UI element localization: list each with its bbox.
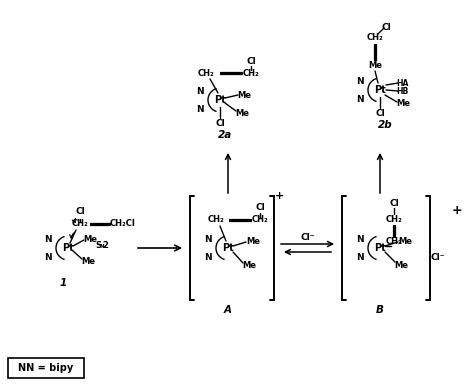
Text: Me: Me <box>368 62 382 71</box>
Text: 2b: 2b <box>378 120 392 130</box>
Text: CH₂: CH₂ <box>366 34 383 43</box>
Text: Me: Me <box>81 257 95 266</box>
Text: Cl⁻: Cl⁻ <box>301 234 315 243</box>
Text: Pt: Pt <box>374 85 386 95</box>
Text: N: N <box>100 245 104 250</box>
Text: Cl: Cl <box>381 23 391 32</box>
Text: Me: Me <box>235 108 249 117</box>
Text: Me: Me <box>396 99 410 108</box>
Text: HA: HA <box>396 78 408 87</box>
Text: N: N <box>196 105 204 113</box>
Text: N: N <box>44 252 52 262</box>
Text: 2a: 2a <box>218 130 232 140</box>
Text: Pt: Pt <box>222 243 234 253</box>
Text: N: N <box>204 252 212 262</box>
Text: N: N <box>356 252 364 262</box>
Text: Me: Me <box>394 262 408 271</box>
Text: N: N <box>196 87 204 96</box>
Text: Cl: Cl <box>215 119 225 128</box>
Text: +: + <box>275 191 284 201</box>
Text: HB: HB <box>396 87 408 96</box>
Text: CH₂: CH₂ <box>208 216 224 225</box>
Text: CH₂: CH₂ <box>198 69 214 78</box>
Text: Cl: Cl <box>75 207 85 216</box>
Text: NN = bipy: NN = bipy <box>18 363 73 373</box>
Text: N: N <box>356 76 364 85</box>
Text: N: N <box>204 234 212 243</box>
Text: S: S <box>95 241 101 250</box>
Text: B: B <box>376 305 384 315</box>
Text: CH₂: CH₂ <box>243 69 259 78</box>
Text: Cl⁻: Cl⁻ <box>431 254 445 262</box>
Text: Pt: Pt <box>374 243 386 253</box>
Text: Cl: Cl <box>255 204 265 213</box>
Text: +: + <box>452 204 462 216</box>
Text: Cl: Cl <box>375 108 385 117</box>
Text: A: A <box>224 305 232 315</box>
Text: 2: 2 <box>102 241 108 250</box>
Text: Me: Me <box>246 238 260 246</box>
Text: Me: Me <box>83 234 97 243</box>
Text: CH₂Cl: CH₂Cl <box>110 220 136 229</box>
Text: Cl: Cl <box>246 57 256 66</box>
Text: CH₂: CH₂ <box>386 238 402 246</box>
Text: N: N <box>44 234 52 243</box>
Text: CH₂: CH₂ <box>252 216 268 225</box>
Text: Pt: Pt <box>62 243 74 253</box>
Text: Pt: Pt <box>214 95 226 105</box>
Text: 1: 1 <box>59 278 67 288</box>
Text: CH₂: CH₂ <box>386 215 402 223</box>
Text: Me: Me <box>237 90 251 99</box>
Text: N: N <box>356 94 364 103</box>
Text: N: N <box>356 234 364 243</box>
Text: Me: Me <box>398 238 412 246</box>
Bar <box>8 358 84 378</box>
Text: Me: Me <box>242 262 256 271</box>
Text: Cl: Cl <box>389 200 399 209</box>
Text: CH₂: CH₂ <box>72 220 88 229</box>
